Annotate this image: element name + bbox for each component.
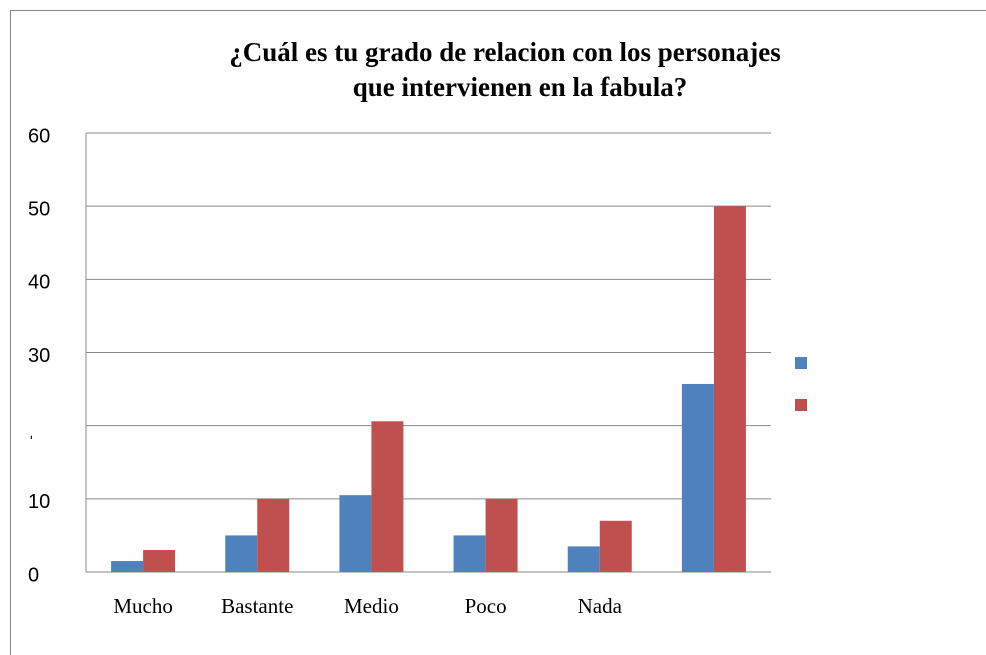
x-tick-label: Nada xyxy=(578,594,623,618)
y-tick-label: ˌ xyxy=(28,418,35,440)
y-tick-label: 40 xyxy=(28,272,50,294)
x-tick-label: Poco xyxy=(465,594,507,618)
bar xyxy=(257,498,290,572)
legend-swatch xyxy=(795,399,807,411)
chart-title: ¿Cuál es tu grado de relacion con los pe… xyxy=(229,37,781,67)
y-tick-label: 10 xyxy=(28,491,50,513)
bar xyxy=(371,421,404,572)
bar xyxy=(599,520,632,572)
y-tick-label: 30 xyxy=(28,345,50,367)
bar xyxy=(453,535,486,572)
bar xyxy=(681,383,714,572)
x-tick-label: Bastante xyxy=(221,594,293,618)
bar xyxy=(143,550,176,572)
x-tick-label: Medio xyxy=(344,594,399,618)
bar xyxy=(111,561,144,572)
chart-title: que intervienen en la fabula? xyxy=(353,72,688,102)
bar xyxy=(485,498,518,572)
bar xyxy=(339,495,372,572)
bar xyxy=(567,546,600,572)
y-tick-label: 50 xyxy=(28,198,50,220)
bar xyxy=(713,206,746,572)
legend-swatch xyxy=(795,357,807,369)
chart-frame xyxy=(10,10,986,655)
x-tick-label: Mucho xyxy=(113,594,173,618)
y-tick-label: 0 xyxy=(28,564,39,586)
y-tick-label: 60 xyxy=(28,125,50,147)
bar xyxy=(225,535,258,572)
